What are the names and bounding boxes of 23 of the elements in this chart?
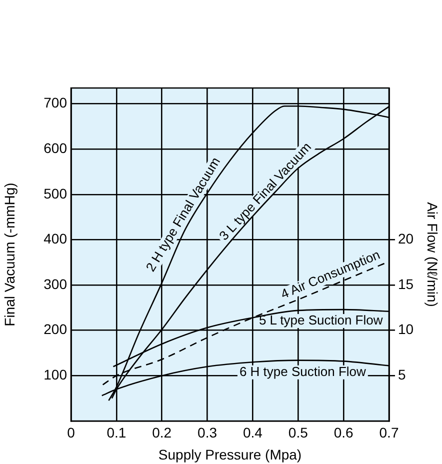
x-tick-label: 0.4 bbox=[242, 424, 263, 440]
y-tick-label: 700 bbox=[44, 94, 68, 111]
y-tick-label: 200 bbox=[44, 321, 68, 338]
x-tick-label: 0.3 bbox=[198, 424, 218, 440]
x-tick-label: 0.1 bbox=[106, 424, 126, 440]
y-tick-label: 300 bbox=[44, 276, 68, 292]
y-tick-label: 500 bbox=[44, 185, 68, 202]
x-axis-title: Supply Pressure (Mpa) bbox=[158, 446, 302, 462]
y2-tick-label: 20 bbox=[398, 230, 414, 247]
x-tick-label: 0.2 bbox=[152, 424, 172, 440]
y2-tick-label: 15 bbox=[398, 276, 414, 292]
x-tick-label: 0.7 bbox=[379, 424, 399, 440]
y-tick-label: 100 bbox=[44, 366, 68, 383]
y-axis-title: Final Vacuum (-mmHg) bbox=[1, 182, 18, 326]
y-tick-label: 400 bbox=[44, 230, 68, 247]
y2-tick-label: 5 bbox=[398, 366, 406, 383]
x-tick-label: 0.5 bbox=[288, 424, 308, 440]
y2-tick-label: 10 bbox=[398, 321, 414, 338]
x-tick-label: 0 bbox=[67, 424, 76, 440]
y2-axis-title: Air Flow (Nℓ/min) bbox=[424, 202, 441, 307]
x-tick-label: 0.6 bbox=[334, 424, 354, 440]
series-label: 6 H type Suction Flow bbox=[239, 364, 367, 379]
y-tick-label: 600 bbox=[44, 140, 68, 156]
